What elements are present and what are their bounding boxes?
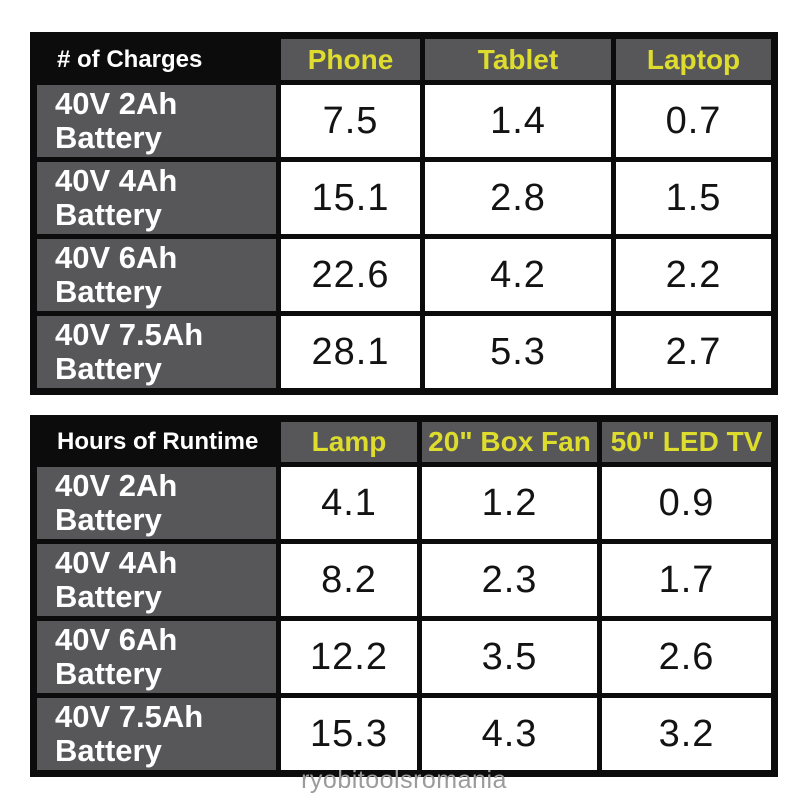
row-label-2ah: 40V 2Ah Battery [37,467,276,539]
column-header-box-fan: 20" Box Fan [422,422,597,462]
row-label-6ah: 40V 6Ah Battery [37,239,276,311]
column-header-lamp: Lamp [281,422,417,462]
value-cell: 15.3 [281,698,417,770]
value-cell: 0.7 [616,85,771,157]
value-cell: 12.2 [281,621,417,693]
row-label-7-5ah: 40V 7.5Ah Battery [37,316,276,388]
value-cell: 1.5 [616,162,771,234]
value-cell: 28.1 [281,316,420,388]
value-cell: 15.1 [281,162,420,234]
value-cell: 1.4 [425,85,611,157]
row-label-text: 40V 4Ah Battery [55,544,178,614]
value-cell: 3.2 [602,698,771,770]
row-label-4ah: 40V 4Ah Battery [37,544,276,616]
value-cell: 4.3 [422,698,597,770]
row-label-text: 40V 6Ah Battery [55,621,178,691]
value-cell: 2.7 [616,316,771,388]
row-label-text: 40V 2Ah Battery [55,467,178,537]
row-label-text: 40V 6Ah Battery [55,239,178,309]
value-cell: 4.2 [425,239,611,311]
value-cell: 3.5 [422,621,597,693]
watermark: ryobitoolsromania [301,766,507,794]
row-label-text: 40V 7.5Ah Battery [55,316,204,386]
value-cell: 7.5 [281,85,420,157]
row-label-2ah: 40V 2Ah Battery [37,85,276,157]
row-label-text: 40V 2Ah Battery [55,85,178,155]
row-label-text: 40V 7.5Ah Battery [55,698,204,768]
value-cell: 2.2 [616,239,771,311]
charges-table-title: # of Charges [37,39,276,80]
value-cell: 2.8 [425,162,611,234]
value-cell: 0.9 [602,467,771,539]
runtime-table: Hours of Runtime Lamp 20" Box Fan 50" LE… [30,415,778,777]
column-header-tablet: Tablet [425,39,611,80]
value-cell: 8.2 [281,544,417,616]
row-label-6ah: 40V 6Ah Battery [37,621,276,693]
runtime-table-title: Hours of Runtime [37,422,276,462]
column-header-led-tv: 50" LED TV [602,422,771,462]
row-label-4ah: 40V 4Ah Battery [37,162,276,234]
charges-table: # of Charges Phone Tablet Laptop 40V 2Ah… [30,32,778,395]
column-header-laptop: Laptop [616,39,771,80]
value-cell: 22.6 [281,239,420,311]
value-cell: 2.3 [422,544,597,616]
value-cell: 1.7 [602,544,771,616]
value-cell: 1.2 [422,467,597,539]
value-cell: 2.6 [602,621,771,693]
value-cell: 4.1 [281,467,417,539]
value-cell: 5.3 [425,316,611,388]
row-label-text: 40V 4Ah Battery [55,162,178,232]
row-label-7-5ah: 40V 7.5Ah Battery [37,698,276,770]
column-header-phone: Phone [281,39,420,80]
